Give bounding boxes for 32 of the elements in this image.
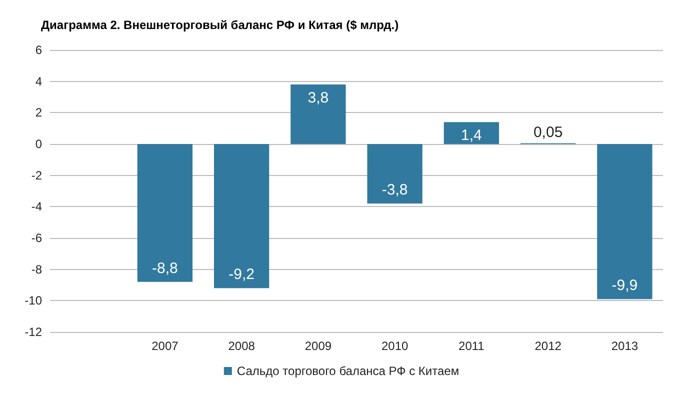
y-tick-label: 2 bbox=[35, 106, 42, 120]
data-label: 3,8 bbox=[308, 89, 329, 106]
data-label: -3,8 bbox=[382, 182, 408, 199]
bar bbox=[444, 122, 500, 144]
y-tick-label: 4 bbox=[35, 74, 42, 88]
bar bbox=[290, 84, 346, 144]
bar bbox=[367, 144, 422, 204]
x-tick-label: 2011 bbox=[458, 339, 485, 353]
data-label: 1,4 bbox=[461, 127, 482, 144]
y-tick-label: 0 bbox=[35, 137, 42, 151]
y-tick-label: 6 bbox=[35, 43, 42, 57]
y-tick-label: -4 bbox=[31, 200, 42, 214]
x-tick-label: 2008 bbox=[228, 339, 256, 353]
y-tick-label: -2 bbox=[31, 168, 42, 182]
y-tick-label: -10 bbox=[24, 294, 42, 308]
data-label: -9,2 bbox=[228, 266, 254, 284]
bar bbox=[137, 144, 193, 282]
chart-title: Диаграмма 2. Внешнеторговый баланс РФ и Китая ($ млрд.) bbox=[41, 18, 399, 32]
bar bbox=[214, 144, 270, 288]
legend-label: Сальдо торгового баланса РФ с Китаем bbox=[236, 364, 460, 378]
x-tick-label: 2010 bbox=[381, 339, 408, 353]
x-tick-label: 2009 bbox=[304, 339, 332, 353]
data-label: -9,9 bbox=[612, 277, 638, 294]
data-label: -8,8 bbox=[152, 260, 178, 277]
y-tick-label: -12 bbox=[24, 325, 42, 339]
x-tick-label: 2007 bbox=[152, 339, 179, 353]
x-tick-label: 2013 bbox=[611, 339, 638, 353]
bar bbox=[597, 144, 652, 300]
data-label: 0,05 bbox=[533, 124, 563, 142]
y-tick-label: -8 bbox=[31, 262, 42, 276]
y-tick-label: -6 bbox=[31, 231, 42, 245]
x-tick-label: 2012 bbox=[534, 339, 562, 353]
